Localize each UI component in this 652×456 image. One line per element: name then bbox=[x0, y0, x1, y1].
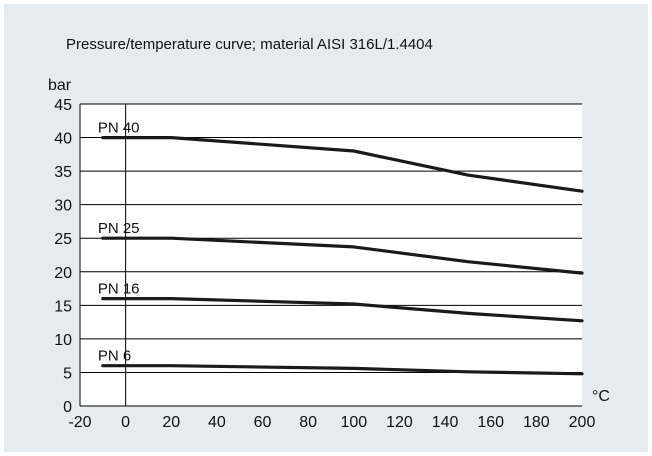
x-tick-label: 40 bbox=[208, 414, 226, 431]
y-tick-label: 45 bbox=[54, 97, 72, 114]
y-tick-label: 25 bbox=[54, 231, 72, 248]
series-label: PN 25 bbox=[98, 220, 140, 237]
pressure-temperature-chart: Pressure/temperature curve; material AIS… bbox=[48, 36, 610, 431]
x-axis-unit: °C bbox=[592, 388, 610, 405]
series-label: PN 6 bbox=[98, 348, 131, 365]
y-tick-label: 35 bbox=[54, 164, 72, 181]
x-tick-label: 160 bbox=[477, 414, 504, 431]
x-tick-label: 180 bbox=[523, 414, 550, 431]
x-tick-label: 200 bbox=[569, 414, 596, 431]
series-label: PN 16 bbox=[98, 281, 140, 298]
y-tick-label: 40 bbox=[54, 131, 72, 148]
y-tick-label: 5 bbox=[63, 365, 72, 382]
x-tick-label: 80 bbox=[299, 414, 317, 431]
y-tick-label: 30 bbox=[54, 198, 72, 215]
x-tick-label: 20 bbox=[162, 414, 180, 431]
axes bbox=[79, 104, 582, 407]
y-tick-label: 10 bbox=[54, 332, 72, 349]
y-tick-label: 15 bbox=[54, 298, 72, 315]
series-line-pn-6 bbox=[101, 364, 584, 376]
x-tick-label: 0 bbox=[121, 414, 130, 431]
plot-area bbox=[80, 104, 582, 406]
y-tick-label: 20 bbox=[54, 265, 72, 282]
series-line-pn-25 bbox=[101, 236, 584, 275]
chart-title: Pressure/temperature curve; material AIS… bbox=[66, 36, 433, 53]
series-lines: PN 40 PN 25 PN 16 PN 6 bbox=[98, 120, 584, 376]
y-axis-label: bar bbox=[48, 77, 72, 94]
y-tick-label: 0 bbox=[63, 399, 72, 416]
x-tick-label: -20 bbox=[68, 414, 91, 431]
x-tick-label: 120 bbox=[386, 414, 413, 431]
x-tick-label: 60 bbox=[254, 414, 272, 431]
x-tick-label: 100 bbox=[340, 414, 367, 431]
series-label: PN 40 bbox=[98, 120, 140, 137]
x-tick-label: 140 bbox=[432, 414, 459, 431]
chart-panel: Pressure/temperature curve; material AIS… bbox=[4, 4, 648, 452]
series-line-pn-16 bbox=[101, 297, 584, 323]
series-line-pn-40 bbox=[101, 136, 584, 193]
